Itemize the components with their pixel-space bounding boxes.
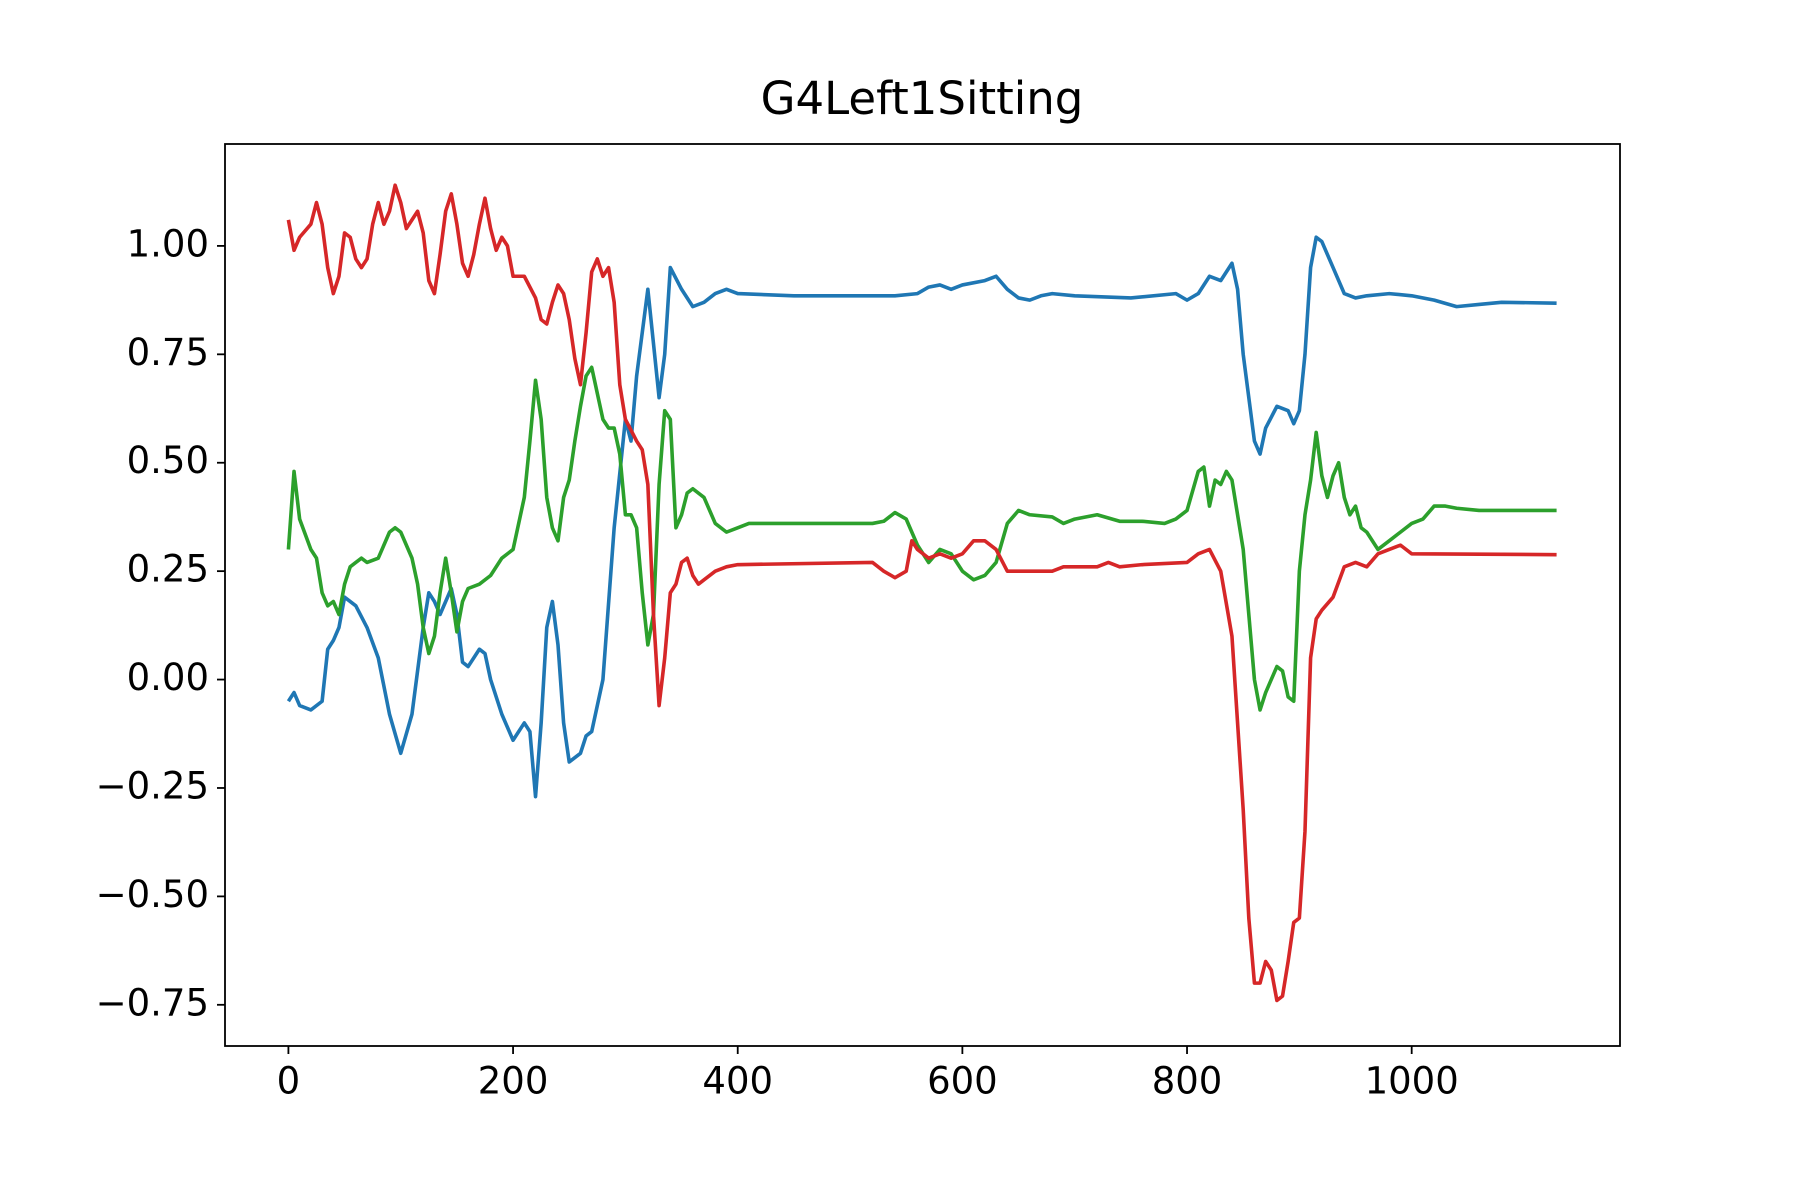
x-tick-label: 400 <box>702 1060 773 1103</box>
y-tick-label: −0.75 <box>96 981 209 1024</box>
x-tick-label: 200 <box>478 1060 549 1103</box>
x-tick-label: 0 <box>277 1060 301 1103</box>
plot-frame <box>224 143 1621 1047</box>
data-line <box>286 235 1557 799</box>
data-line <box>286 365 1557 712</box>
y-tick-label: 0.50 <box>127 439 209 482</box>
y-tick-label: 0.00 <box>127 656 209 699</box>
y-tick-label: −0.25 <box>96 764 209 807</box>
x-tick-label: 800 <box>1152 1060 1223 1103</box>
data-line <box>286 183 1557 1003</box>
y-tick-label: 1.00 <box>127 222 209 265</box>
y-tick-label: 0.25 <box>127 548 209 591</box>
y-tick-label: 0.75 <box>127 331 209 374</box>
chart-title: G4Left1Sitting <box>761 72 1084 125</box>
y-tick-label: −0.50 <box>96 873 209 916</box>
x-tick-label: 600 <box>927 1060 998 1103</box>
x-tick-label: 1000 <box>1365 1060 1459 1103</box>
